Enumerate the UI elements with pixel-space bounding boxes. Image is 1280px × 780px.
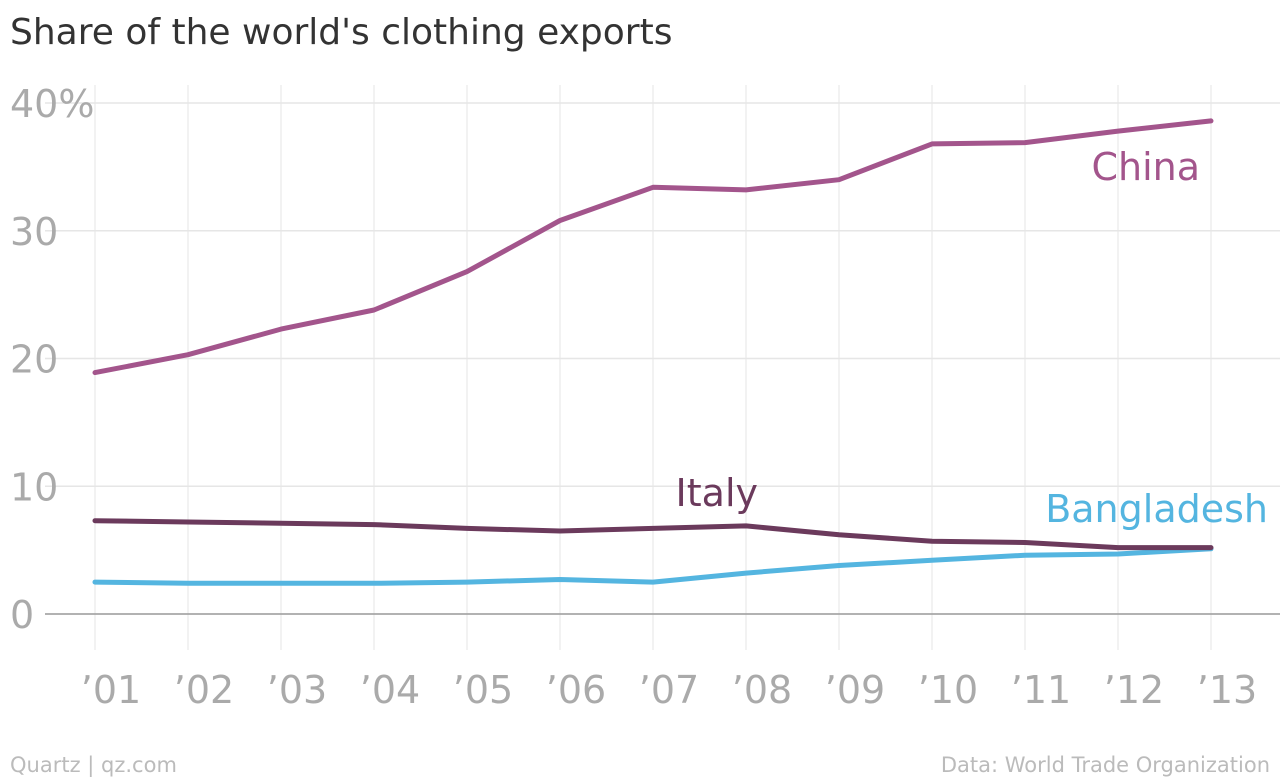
x-tick-label: ’10	[918, 668, 978, 712]
y-tick-label: 30	[10, 210, 58, 254]
x-tick-label: ’03	[267, 668, 327, 712]
x-tick-label: ’06	[546, 668, 606, 712]
x-tick-label: ’02	[174, 668, 234, 712]
x-tick-label: ’09	[825, 668, 885, 712]
x-tick-label: ’04	[360, 668, 420, 712]
series-label-italy: Italy	[676, 471, 758, 515]
series-line-italy	[92, 518, 1214, 551]
source-credit: Quartz | qz.com	[10, 753, 177, 778]
grid	[45, 85, 1280, 650]
series-label-china: China	[1091, 145, 1200, 189]
x-tick-label: ’08	[732, 668, 792, 712]
series-label-bangladesh: Bangladesh	[1045, 487, 1268, 531]
x-tick-label: ’13	[1197, 668, 1257, 712]
axes: 0 10 20 30 40% ’01 ’02 ’03 ’04 ’05 ’06 ’07 ’08 ’09 ’10…	[10, 82, 1257, 712]
y-tick-label: 0	[10, 593, 34, 637]
series	[92, 118, 1214, 586]
y-tick-label: 20	[10, 338, 58, 382]
chart-title: Share of the world's clothing exports	[10, 12, 672, 53]
series-line-china	[92, 118, 1214, 376]
data-source: Data: World Trade Organization	[941, 753, 1270, 777]
x-tick-label: ’07	[639, 668, 699, 712]
y-tick-label: 40%	[10, 82, 94, 126]
x-tick-label: ’05	[453, 668, 513, 712]
series-labels: China Italy Bangladesh	[676, 145, 1268, 531]
x-tick-label: ’12	[1104, 668, 1164, 712]
x-tick-label: ’11	[1011, 668, 1071, 712]
y-tick-label: 10	[10, 465, 58, 509]
x-tick-label: ’01	[81, 668, 141, 712]
series-line-bangladesh	[92, 546, 1214, 586]
